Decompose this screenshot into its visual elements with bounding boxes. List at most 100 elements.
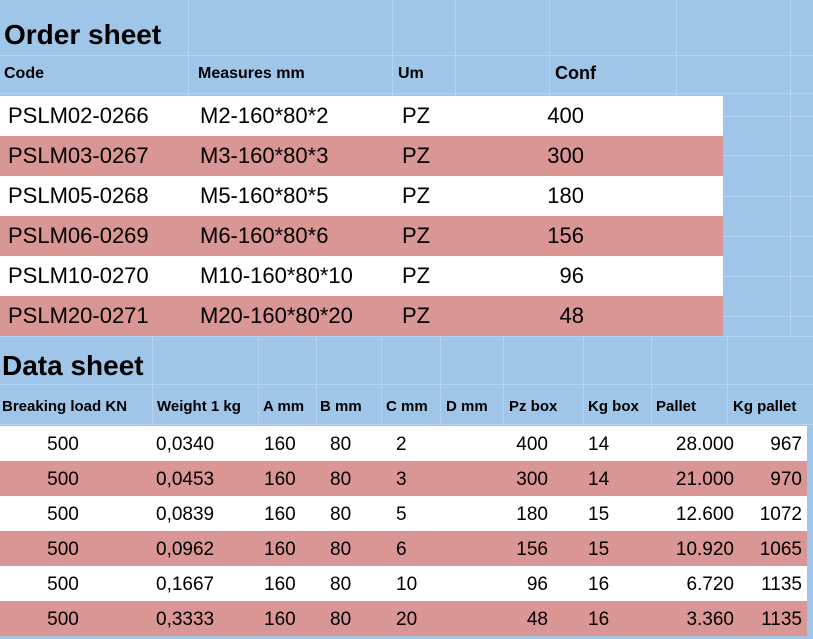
header-um: Um [398, 65, 424, 82]
weight-cell: 0,0453 [156, 469, 215, 490]
table-row: 500 0,0453 160 80 3 300 14 21.000 970 [0, 461, 807, 496]
pallet-cell: 28.000 [675, 434, 734, 455]
um-cell: PZ [402, 183, 431, 208]
pz-box-cell: 156 [516, 539, 548, 560]
header-c: C mm [386, 398, 428, 415]
weight-cell: 0,0962 [156, 539, 215, 560]
table-row: 500 0,3333 160 80 20 48 16 3.360 1135 [0, 601, 807, 636]
kg-box-cell: 14 [588, 469, 610, 490]
table-row: 500 0,0839 160 80 5 180 15 12.600 1072 [0, 496, 807, 531]
conf-cell: 48 [559, 303, 584, 328]
kg-pallet-cell: 1072 [759, 504, 802, 525]
table-row: 500 0,1667 160 80 10 96 16 6.720 1135 [0, 566, 807, 601]
kg-box-cell: 16 [588, 574, 610, 595]
header-a: A mm [263, 398, 305, 415]
c-cell: 5 [396, 504, 407, 525]
weight-cell: 0,0340 [156, 434, 215, 455]
order-sheet-title: Order sheet [4, 19, 162, 50]
pz-box-cell: 400 [516, 434, 548, 455]
b-cell: 80 [330, 574, 352, 595]
code-cell: PSLM02-0266 [8, 103, 149, 128]
header-d: D mm [446, 398, 488, 415]
um-cell: PZ [402, 223, 431, 248]
data-table: 500 0,0340 160 80 2 400 14 28.000 967 50… [0, 426, 807, 636]
table-row: PSLM10-0270 M10-160*80*10 PZ 96 [0, 256, 723, 296]
table-row: PSLM02-0266 M2-160*80*2 PZ 400 [0, 96, 723, 136]
kg-box-cell: 15 [588, 504, 610, 525]
a-cell: 160 [264, 469, 296, 490]
pallet-cell: 12.600 [675, 504, 734, 525]
pallet-cell: 3.360 [686, 609, 734, 630]
table-row: PSLM20-0271 M20-160*80*20 PZ 48 [0, 296, 723, 336]
code-cell: PSLM03-0267 [8, 143, 149, 168]
a-cell: 160 [264, 574, 296, 595]
header-breaking-load: Breaking load KN [2, 398, 128, 415]
table-row: PSLM03-0267 M3-160*80*3 PZ 300 [0, 136, 723, 176]
pallet-cell: 6.720 [686, 574, 734, 595]
pallet-cell: 21.000 [675, 469, 734, 490]
pz-box-cell: 180 [516, 504, 548, 525]
measures-cell: M5-160*80*5 [200, 183, 329, 208]
measures-cell: M10-160*80*10 [200, 263, 353, 288]
um-cell: PZ [402, 303, 431, 328]
kg-box-cell: 14 [588, 434, 610, 455]
header-pz-box: Pz box [509, 398, 558, 415]
header-kg-pallet: Kg pallet [733, 398, 797, 415]
c-cell: 10 [396, 574, 418, 595]
header-b: B mm [320, 398, 362, 415]
weight-cell: 0,1667 [156, 574, 215, 595]
measures-cell: M20-160*80*20 [200, 303, 353, 328]
code-cell: PSLM10-0270 [8, 263, 149, 288]
breaking-load-cell: 500 [47, 609, 79, 630]
order-table: PSLM02-0266 M2-160*80*2 PZ 400 PSLM03-02… [0, 96, 723, 336]
pallet-cell: 10.920 [675, 539, 734, 560]
b-cell: 80 [330, 469, 352, 490]
conf-cell: 400 [547, 103, 584, 128]
breaking-load-cell: 500 [47, 469, 79, 490]
data-sheet-title: Data sheet [2, 350, 144, 381]
c-cell: 3 [396, 469, 407, 490]
header-conf: Conf [555, 63, 596, 83]
kg-pallet-cell: 1135 [761, 609, 802, 630]
b-cell: 80 [330, 609, 352, 630]
table-row: PSLM05-0268 M5-160*80*5 PZ 180 [0, 176, 723, 216]
table-row: 500 0,0962 160 80 6 156 15 10.920 1065 [0, 531, 807, 566]
breaking-load-cell: 500 [47, 504, 79, 525]
header-code: Code [4, 65, 44, 82]
weight-cell: 0,3333 [156, 609, 215, 630]
b-cell: 80 [330, 434, 352, 455]
header-measures: Measures mm [198, 65, 305, 82]
breaking-load-cell: 500 [47, 434, 79, 455]
b-cell: 80 [330, 539, 352, 560]
um-cell: PZ [402, 103, 431, 128]
kg-box-cell: 15 [588, 539, 610, 560]
c-cell: 20 [396, 609, 418, 630]
kg-pallet-cell: 1135 [761, 574, 802, 595]
c-cell: 6 [396, 539, 407, 560]
a-cell: 160 [264, 504, 296, 525]
kg-pallet-cell: 967 [770, 434, 802, 455]
table-row: 500 0,0340 160 80 2 400 14 28.000 967 [0, 426, 807, 461]
code-cell: PSLM06-0269 [8, 223, 149, 248]
b-cell: 80 [330, 504, 352, 525]
kg-pallet-cell: 970 [770, 469, 802, 490]
a-cell: 160 [264, 539, 296, 560]
conf-cell: 96 [559, 263, 584, 288]
header-kg-box: Kg box [588, 398, 639, 415]
c-cell: 2 [396, 434, 407, 455]
table-row: PSLM06-0269 M6-160*80*6 PZ 156 [0, 216, 723, 256]
measures-cell: M6-160*80*6 [200, 223, 329, 248]
measures-cell: M3-160*80*3 [200, 143, 329, 168]
header-pallet: Pallet [656, 398, 697, 415]
weight-cell: 0,0839 [156, 504, 215, 525]
code-cell: PSLM20-0271 [8, 303, 149, 328]
measures-cell: M2-160*80*2 [200, 103, 329, 128]
a-cell: 160 [264, 434, 296, 455]
um-cell: PZ [402, 263, 431, 288]
conf-cell: 156 [547, 223, 584, 248]
um-cell: PZ [402, 143, 431, 168]
pz-box-cell: 96 [526, 574, 548, 595]
conf-cell: 180 [547, 183, 584, 208]
header-weight: Weight 1 kg [157, 398, 241, 415]
breaking-load-cell: 500 [47, 539, 79, 560]
